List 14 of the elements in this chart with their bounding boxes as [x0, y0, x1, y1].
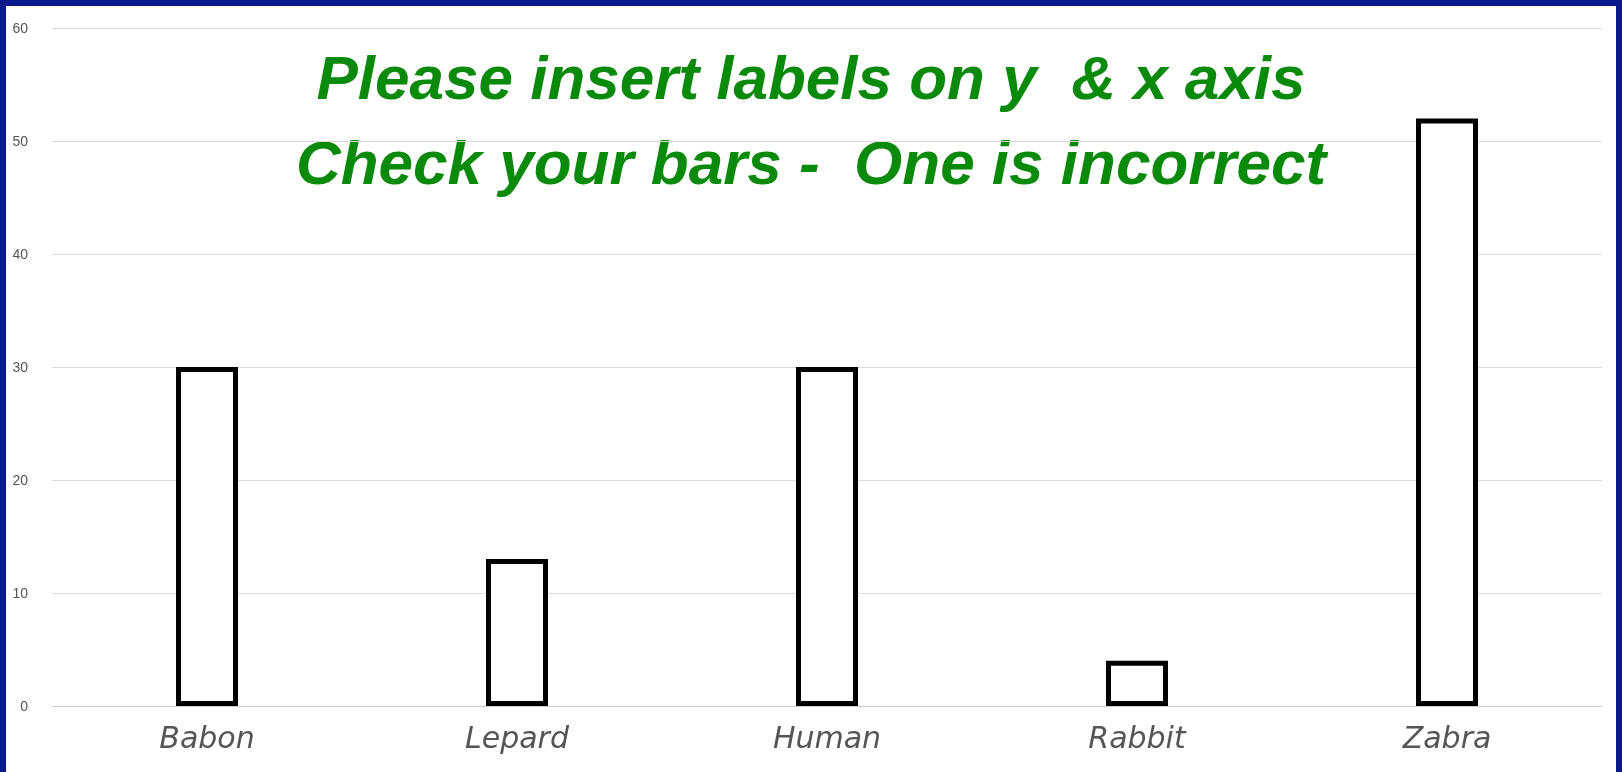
x-tick-label: Lepard: [465, 719, 570, 755]
y-tick-label: 30: [12, 359, 29, 375]
annotation: Please insert labels on y & x axis: [316, 42, 1306, 112]
y-tick-label: 60: [12, 20, 29, 36]
y-tick-label: 40: [12, 246, 29, 262]
x-tick-label: Human: [772, 719, 882, 755]
annotation: Check your bars - One is incorrect: [295, 127, 1329, 197]
x-tick-label: Zabra: [1401, 719, 1492, 755]
y-tick-label: 20: [12, 472, 29, 488]
y-tick-label: 50: [12, 133, 29, 149]
y-tick-label: 10: [12, 585, 29, 601]
y-tick-label: 0: [20, 698, 29, 714]
x-tick-label: Rabbit: [1088, 719, 1187, 755]
x-tick-label: Babon: [159, 719, 255, 755]
